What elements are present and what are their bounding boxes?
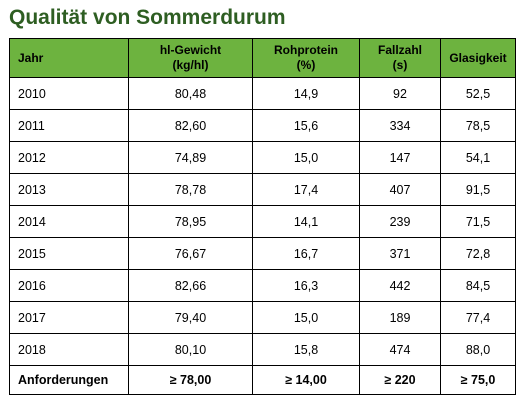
cell-falling-number: 407 [359,173,441,206]
column-header-crude-protein: Rohprotein (%) [252,38,360,78]
cell-year: 2011 [9,109,129,142]
cell-year: 2018 [9,333,129,366]
cell-falling-number: 147 [359,141,441,174]
cell-falling-number: 442 [359,269,441,302]
page-title: Qualität von Sommerdurum [9,6,286,29]
column-header-vitreousness: Glasigkeit [440,38,516,78]
cell-vitreousness: 52,5 [440,77,516,110]
column-header-falling-number-line-1: Fallzahl [377,43,422,57]
cell-crude-protein: 16,3 [252,269,360,302]
cell-vitreousness: 88,0 [440,333,516,366]
cell-vitreousness: 84,5 [440,269,516,302]
cell-vitreousness: 91,5 [440,173,516,206]
column-header-falling-number: Fallzahl (s) [359,38,441,78]
cell-year: 2013 [9,173,129,206]
cell-hl-weight: 74,89 [128,141,253,174]
column-header-falling-number-line-2: (s) [392,58,408,72]
cell-vitreousness: 78,5 [440,109,516,142]
requirement-crude-protein: ≥ 14,00 [252,365,360,395]
cell-crude-protein: 15,6 [252,109,360,142]
cell-vitreousness: 54,1 [440,141,516,174]
cell-falling-number: 474 [359,333,441,366]
cell-hl-weight: 82,60 [128,109,253,142]
cell-falling-number: 371 [359,237,441,270]
cell-year: 2010 [9,77,129,110]
cell-falling-number: 239 [359,205,441,238]
column-header-hl-weight: hl-Gewicht (kg/hl) [128,38,253,78]
quality-table: Jahr hl-Gewicht (kg/hl) Rohprotein (%) Fallza… [9,38,516,395]
requirement-falling-number: ≥ 220 [359,365,441,395]
column-header-vitreousness-line-1: Glasigkeit [449,50,507,65]
cell-hl-weight: 79,40 [128,301,253,334]
cell-year: 2015 [9,237,129,270]
cell-year: 2016 [9,269,129,302]
table-body: 2010 80,48 14,9 92 52,5 2011 82,60 15,6 334 78,5 2… [9,77,516,395]
cell-hl-weight: 80,48 [128,77,253,110]
cell-falling-number: 334 [359,109,441,142]
table-row: 2010 80,48 14,9 92 52,5 [9,77,516,110]
cell-crude-protein: 15,0 [252,301,360,334]
cell-crude-protein: 15,8 [252,333,360,366]
cell-hl-weight: 78,95 [128,205,253,238]
column-header-year: Jahr [9,38,129,78]
column-header-crude-protein-line-1: Rohprotein [274,43,338,57]
cell-year: 2017 [9,301,129,334]
cell-falling-number: 92 [359,77,441,110]
requirements-row: Anforderungen ≥ 78,00 ≥ 14,00 ≥ 220 ≥ 75,0 [9,365,516,395]
requirement-vitreousness: ≥ 75,0 [440,365,516,395]
cell-crude-protein: 16,7 [252,237,360,270]
cell-vitreousness: 72,8 [440,237,516,270]
cell-year: 2014 [9,205,129,238]
cell-crude-protein: 14,9 [252,77,360,110]
column-header-year-line-1: Jahr [18,50,44,65]
table-row: 2011 82,60 15,6 334 78,5 [9,109,516,142]
cell-crude-protein: 14,1 [252,205,360,238]
cell-hl-weight: 78,78 [128,173,253,206]
requirement-year: Anforderungen [9,365,129,395]
column-header-hl-weight-line-1: hl-Gewicht [159,43,222,57]
table-row: 2012 74,89 15,0 147 54,1 [9,141,516,174]
cell-hl-weight: 82,66 [128,269,253,302]
requirement-hl-weight: ≥ 78,00 [128,365,253,395]
table-row: 2016 82,66 16,3 442 84,5 [9,269,516,302]
cell-vitreousness: 71,5 [440,205,516,238]
cell-year: 2012 [9,141,129,174]
table-row: 2013 78,78 17,4 407 91,5 [9,173,516,206]
column-header-crude-protein-line-2: (%) [296,58,316,72]
table-row: 2017 79,40 15,0 189 77,4 [9,301,516,334]
cell-crude-protein: 17,4 [252,173,360,206]
table-header: Jahr hl-Gewicht (kg/hl) Rohprotein (%) Fallza… [9,38,516,78]
table-row: 2015 76,67 16,7 371 72,8 [9,237,516,270]
cell-vitreousness: 77,4 [440,301,516,334]
cell-hl-weight: 76,67 [128,237,253,270]
cell-crude-protein: 15,0 [252,141,360,174]
cell-hl-weight: 80,10 [128,333,253,366]
table-row: 2018 80,10 15,8 474 88,0 [9,333,516,366]
header-row: Jahr hl-Gewicht (kg/hl) Rohprotein (%) Fallza… [9,38,516,78]
column-header-hl-weight-line-2: (kg/hl) [172,58,209,72]
cell-falling-number: 189 [359,301,441,334]
table-row: 2014 78,95 14,1 239 71,5 [9,205,516,238]
